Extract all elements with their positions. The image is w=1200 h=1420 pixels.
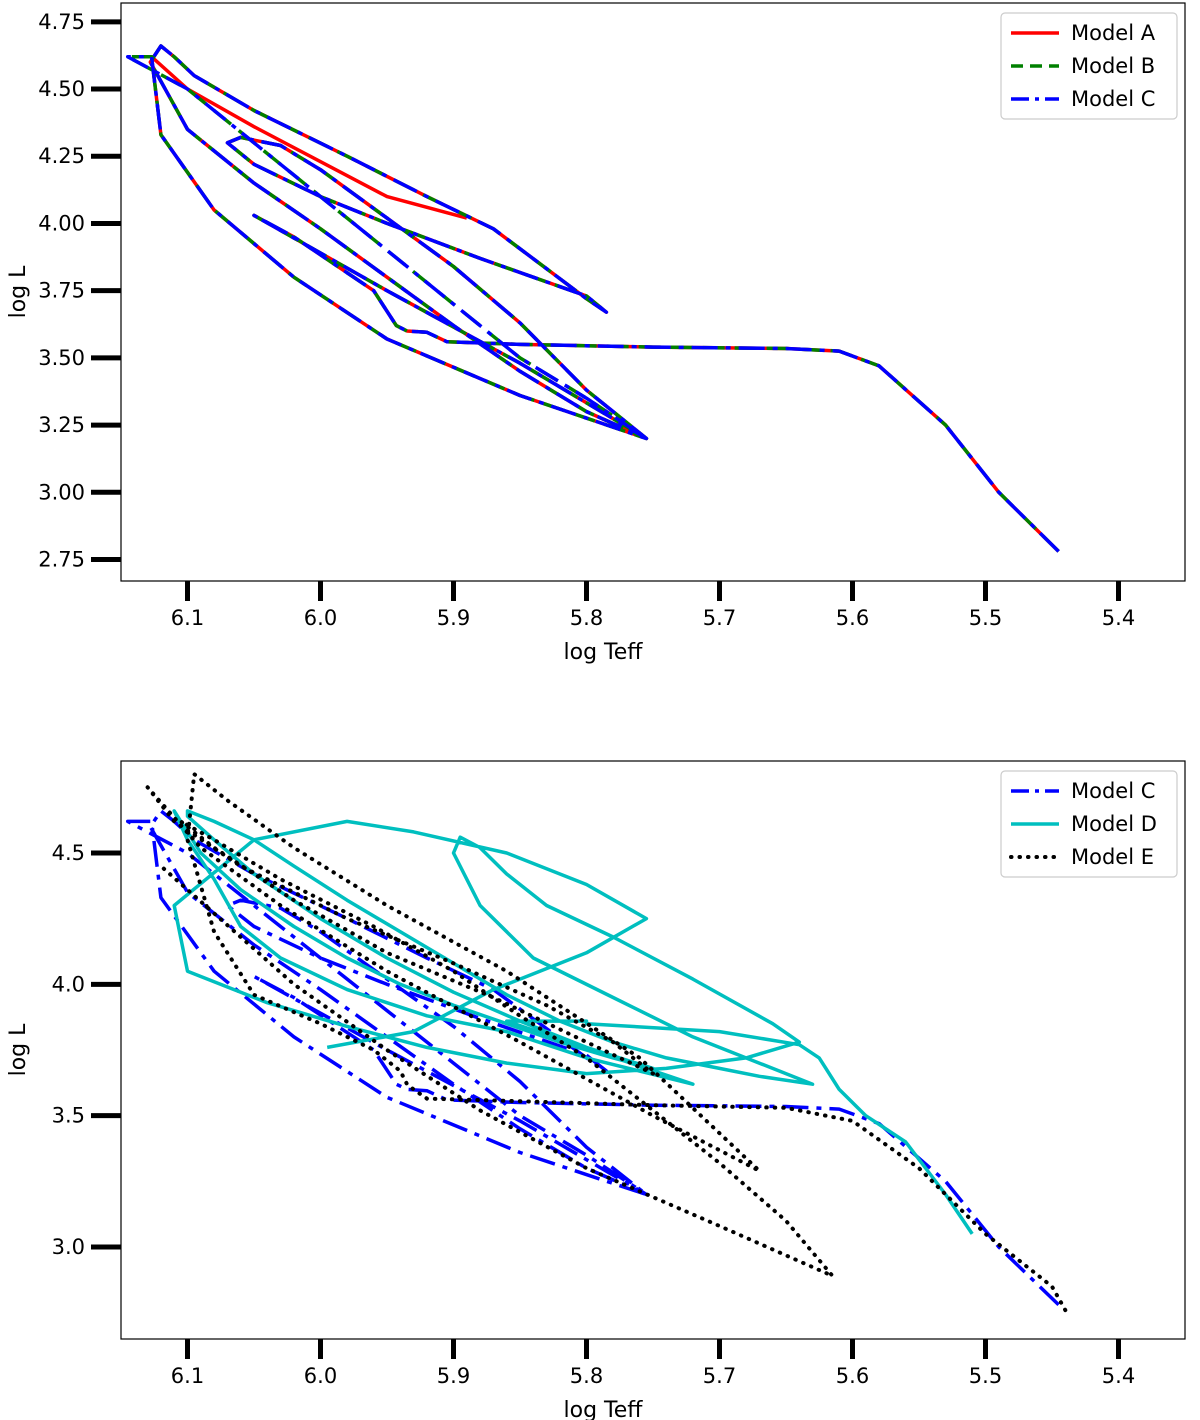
- top-chart-legend: Model A Model B Model C: [1000, 12, 1178, 120]
- top-chart-y-tick-label: 2.75: [38, 547, 85, 571]
- top-chart-x-axis-label: log Teff: [564, 640, 644, 665]
- bottom-chart-x-ticks: 6.1 6.0 5.9 5.8 5.7 5.6 5.5 5.4: [171, 1339, 1135, 1388]
- top-chart-legend-label-model-b: Model B: [1071, 54, 1155, 78]
- top-chart-y-tick-label: 4.25: [38, 144, 85, 168]
- top-chart-y-tick-label: 4.50: [38, 77, 85, 101]
- top-chart-y-tick-label: 3.75: [38, 279, 85, 303]
- bottom-chart-y-tick-label: 3.5: [52, 1104, 85, 1128]
- top-chart-x-tick-label: 6.0: [304, 606, 337, 630]
- bottom-chart-y-tick-label: 4.5: [52, 841, 85, 865]
- top-chart-legend-entries: Model A Model B Model C: [1011, 21, 1156, 111]
- top-chart-y-tick-label: 3.50: [38, 346, 85, 370]
- bottom-chart-panel: 6.1 6.0 5.9 5.8 5.7 5.6 5.5 5.4 3.0 3.5 4.0 4.5 lo…: [6, 760, 1186, 1420]
- top-chart-legend-label-model-c: Model C: [1071, 87, 1155, 111]
- bottom-chart-frame: [120, 760, 1186, 1340]
- top-chart-x-tick-label: 5.6: [836, 606, 869, 630]
- top-chart-x-tick-label: 5.7: [703, 606, 736, 630]
- top-chart-y-ticks: 2.75 3.00 3.25 3.50 3.75 4.00 4.25 4.50 4.75: [38, 10, 121, 571]
- top-chart-x-ticks: 6.1 6.0 5.9 5.8 5.7 5.6 5.5 5.4: [171, 581, 1135, 630]
- bottom-chart-legend-label-model-e: Model E: [1071, 845, 1154, 869]
- bottom-chart-x-axis-label: log Teff: [564, 1398, 644, 1420]
- top-chart-series: [125, 44, 1060, 553]
- top-chart-x-tick-label: 6.1: [171, 606, 204, 630]
- top-chart-x-tick-label: 5.8: [570, 606, 603, 630]
- top-chart-y-tick-label: 3.25: [38, 413, 85, 437]
- bottom-chart-x-tick-label: 5.9: [437, 1364, 470, 1388]
- top-chart-series-model-a: [148, 44, 1060, 553]
- top-chart-x-tick-label: 5.9: [437, 606, 470, 630]
- bottom-chart-x-tick-label: 6.0: [304, 1364, 337, 1388]
- bottom-chart-legend-label-model-d: Model D: [1071, 812, 1157, 836]
- bottom-chart-legend-entries: Model C Model D Model E: [1009, 779, 1157, 869]
- top-chart-x-tick-label: 5.5: [969, 606, 1002, 630]
- top-chart-y-tick-label: 3.00: [38, 480, 85, 504]
- bottom-chart-legend: Model C Model D Model E: [1000, 770, 1178, 878]
- top-chart-x-tick-label: 5.4: [1102, 606, 1135, 630]
- bottom-chart-y-tick-label: 4.0: [52, 972, 85, 996]
- bottom-chart-series: [125, 772, 1068, 1313]
- top-chart-y-tick-label: 4.75: [38, 10, 85, 34]
- bottom-chart-x-tick-label: 5.8: [570, 1364, 603, 1388]
- bottom-chart-series-model-d: [172, 809, 974, 1235]
- bottom-chart-y-tick-label: 3.0: [52, 1235, 85, 1259]
- top-chart-legend-box: [1000, 12, 1178, 120]
- top-chart-y-axis-label: log L: [6, 265, 31, 319]
- bottom-chart-x-tick-label: 5.6: [836, 1364, 869, 1388]
- bottom-chart-x-tick-label: 5.5: [969, 1364, 1002, 1388]
- bottom-chart-x-tick-label: 6.1: [171, 1364, 204, 1388]
- top-chart-panel: 6.1 6.0 5.9 5.8 5.7 5.6 5.5 5.4 2.75 3.00 3.25 3.5…: [6, 2, 1186, 665]
- bottom-chart-x-tick-label: 5.7: [703, 1364, 736, 1388]
- bottom-chart-legend-label-model-c: Model C: [1071, 779, 1155, 803]
- bottom-chart-series-model-c: [125, 809, 1060, 1307]
- bottom-chart-y-axis-label: log L: [6, 1023, 31, 1077]
- top-chart-series-model-c: [125, 44, 1060, 553]
- top-chart-series-model-b: [125, 44, 1060, 553]
- top-chart-legend-label-model-a: Model A: [1071, 21, 1156, 45]
- bottom-chart-x-tick-label: 5.4: [1102, 1364, 1135, 1388]
- bottom-chart-y-ticks: 3.0 3.5 4.0 4.5: [52, 841, 121, 1259]
- bottom-chart-series-model-e: [145, 772, 1068, 1313]
- top-chart-y-tick-label: 4.00: [38, 211, 85, 235]
- bottom-chart-legend-box: [1000, 770, 1178, 878]
